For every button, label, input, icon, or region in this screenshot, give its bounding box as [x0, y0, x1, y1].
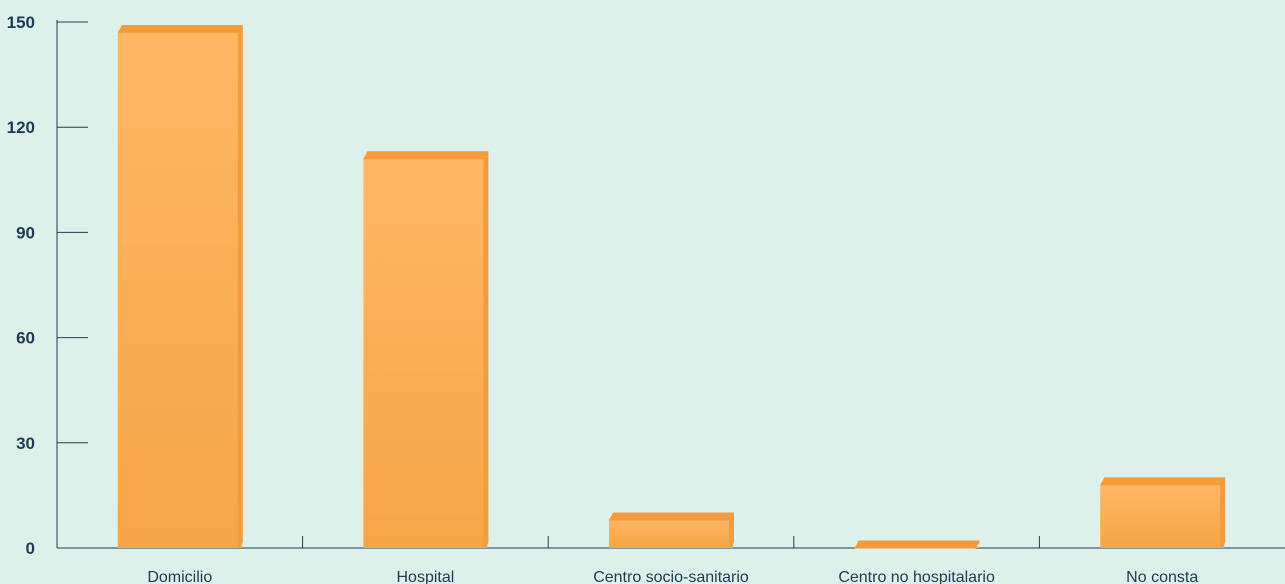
x-category-label: Centro socio-sanitario — [593, 569, 749, 584]
category-labels: Domicilio Hospital Centro socio-sanitario C… — [147, 569, 1198, 584]
y-tick-label: 150 — [7, 13, 35, 32]
x-category-label: Domicilio — [147, 569, 212, 584]
bar-body — [363, 157, 488, 548]
y-axis: 0 30 60 90 120 150 — [7, 13, 88, 558]
bar-top-edge — [609, 512, 734, 521]
bar — [1100, 477, 1226, 548]
bar-right-edge — [974, 540, 980, 549]
y-tick-label: 60 — [16, 329, 35, 348]
bar-top-edge — [117, 25, 243, 34]
y-tick-label: 90 — [16, 223, 35, 242]
bar-body — [117, 31, 242, 549]
bar — [854, 540, 980, 549]
bar-top-edge — [363, 151, 489, 160]
x-category-label: Centro no hospitalario — [838, 569, 995, 584]
bar-top-edge — [854, 540, 980, 549]
bar-top-edge — [1100, 477, 1226, 486]
y-tick-label: 0 — [26, 539, 35, 558]
y-tick-label: 30 — [16, 434, 35, 453]
x-category-label: No consta — [1126, 569, 1198, 584]
y-tick-label: 120 — [7, 118, 35, 137]
x-category-label: Hospital — [396, 569, 454, 584]
bar — [117, 25, 243, 549]
bar-body — [609, 518, 733, 548]
bar-right-edge — [1220, 477, 1226, 548]
bar-right-edge — [237, 25, 243, 549]
bar-right-edge — [483, 151, 489, 548]
bar-body — [1100, 483, 1225, 548]
bar — [363, 151, 489, 548]
bar-right-edge — [729, 512, 734, 548]
bar — [609, 512, 734, 548]
bars — [117, 25, 1226, 549]
